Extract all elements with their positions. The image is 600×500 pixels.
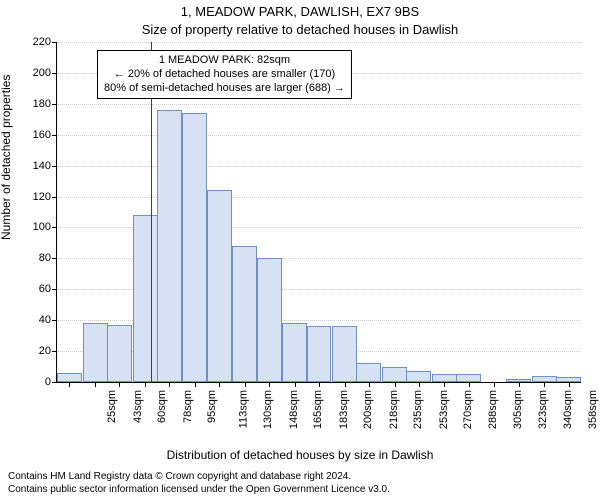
x-tick-label: 165sqm (312, 390, 324, 429)
y-tick-label: 140 (33, 160, 57, 172)
y-tick-label: 20 (39, 345, 57, 357)
x-tick-mark (345, 382, 346, 387)
x-tick-label: 148sqm (288, 390, 300, 429)
histogram-chart: 1, MEADOW PARK, DAWLISH, EX7 9BS Size of… (0, 0, 600, 500)
x-tick-label: 288sqm (488, 390, 500, 429)
x-tick-label: 78sqm (182, 390, 194, 423)
x-tick-mark (245, 382, 246, 387)
x-tick-mark (269, 382, 270, 387)
gridline-h (57, 166, 581, 167)
histogram-bar (182, 113, 207, 382)
y-tick-label: 160 (33, 129, 57, 141)
y-tick-label: 220 (33, 36, 57, 48)
histogram-bar (432, 374, 457, 382)
plot-area: 02040608010012014016018020022025sqm43sqm… (56, 42, 581, 383)
y-tick-label: 80 (39, 252, 57, 264)
x-tick-mark (444, 382, 445, 387)
x-tick-mark (569, 382, 570, 387)
histogram-bar (133, 215, 158, 382)
y-tick-label: 200 (33, 67, 57, 79)
histogram-bar (57, 373, 82, 382)
histogram-bar (232, 246, 257, 382)
x-tick-mark (169, 382, 170, 387)
y-tick-label: 40 (39, 314, 57, 326)
x-tick-mark (119, 382, 120, 387)
x-tick-label: 323sqm (538, 390, 550, 429)
x-tick-mark (419, 382, 420, 387)
histogram-bar (83, 323, 108, 382)
x-tick-mark (544, 382, 545, 387)
histogram-bar (332, 326, 357, 382)
histogram-bar (307, 326, 332, 382)
x-tick-label: 358sqm (587, 390, 599, 429)
x-tick-label: 95sqm (206, 390, 218, 423)
y-tick-label: 100 (33, 221, 57, 233)
x-tick-mark (519, 382, 520, 387)
histogram-bar (456, 374, 481, 382)
histogram-bar (257, 258, 282, 382)
attribution-line1: Contains HM Land Registry data © Crown c… (8, 471, 390, 484)
x-tick-mark (319, 382, 320, 387)
histogram-bar (157, 110, 182, 382)
annotation-box: 1 MEADOW PARK: 82sqm← 20% of detached ho… (97, 50, 352, 99)
gridline-h (57, 135, 581, 136)
x-tick-label: 253sqm (438, 390, 450, 429)
x-tick-label: 340sqm (562, 390, 574, 429)
attribution: Contains HM Land Registry data © Crown c… (8, 471, 390, 496)
histogram-bar (207, 190, 232, 382)
x-tick-label: 43sqm (132, 390, 144, 423)
histogram-bar (406, 371, 431, 382)
x-tick-mark (469, 382, 470, 387)
x-tick-label: 25sqm (107, 390, 119, 423)
annotation-line: ← 20% of detached houses are smaller (17… (104, 68, 345, 82)
gridline-h (57, 42, 581, 43)
y-tick-label: 120 (33, 191, 57, 203)
x-tick-mark (69, 382, 70, 387)
histogram-bar (356, 363, 381, 382)
x-axis-label: Distribution of detached houses by size … (0, 448, 600, 462)
x-tick-label: 113sqm (237, 390, 249, 428)
histogram-bar (282, 323, 307, 382)
y-tick-label: 180 (33, 98, 57, 110)
x-tick-mark (95, 382, 96, 387)
x-tick-label: 200sqm (362, 390, 374, 429)
gridline-h (57, 104, 581, 105)
chart-title-sub: Size of property relative to detached ho… (0, 22, 600, 37)
x-tick-mark (195, 382, 196, 387)
y-tick-label: 0 (45, 376, 57, 388)
x-tick-label: 235sqm (412, 390, 424, 429)
x-tick-label: 130sqm (262, 390, 274, 429)
attribution-line2: Contains public sector information licen… (8, 484, 390, 497)
x-tick-mark (494, 382, 495, 387)
x-tick-label: 270sqm (462, 390, 474, 429)
x-tick-mark (295, 382, 296, 387)
x-tick-label: 218sqm (388, 390, 400, 429)
x-tick-mark (395, 382, 396, 387)
annotation-line: 80% of semi-detached houses are larger (… (104, 82, 345, 96)
x-tick-mark (145, 382, 146, 387)
x-tick-mark (219, 382, 220, 387)
histogram-bar (382, 367, 407, 382)
x-tick-label: 183sqm (338, 390, 350, 429)
gridline-h (57, 197, 581, 198)
x-tick-label: 305sqm (512, 390, 524, 429)
x-tick-label: 60sqm (156, 390, 168, 423)
chart-title-main: 1, MEADOW PARK, DAWLISH, EX7 9BS (0, 4, 600, 19)
y-tick-label: 60 (39, 283, 57, 295)
histogram-bar (107, 325, 132, 382)
annotation-line: 1 MEADOW PARK: 82sqm (104, 54, 345, 68)
y-axis-label: Number of detached properties (0, 75, 13, 240)
x-tick-mark (369, 382, 370, 387)
